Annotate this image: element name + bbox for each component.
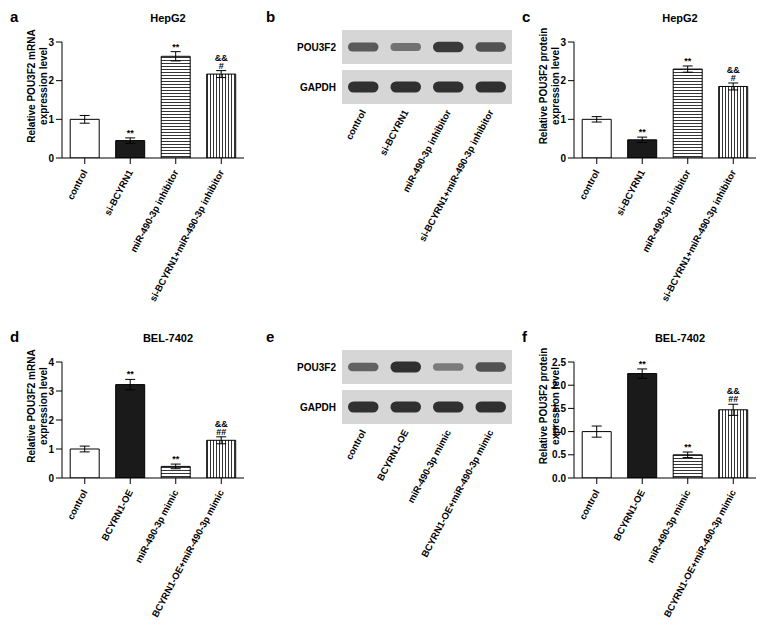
svg-text:**: ** bbox=[684, 56, 692, 66]
svg-text:BCYRN1-OE: BCYRN1-OE bbox=[375, 428, 411, 483]
svg-text:**: ** bbox=[172, 454, 180, 464]
svg-text:1: 1 bbox=[48, 444, 54, 455]
svg-text:**: ** bbox=[639, 127, 647, 137]
svg-text:si-BCYRN1: si-BCYRN1 bbox=[614, 167, 648, 217]
svg-text:0: 0 bbox=[48, 153, 54, 164]
svg-text:control: control bbox=[577, 488, 602, 522]
svg-text:0.5: 0.5 bbox=[552, 449, 566, 460]
svg-text:**: ** bbox=[172, 42, 180, 52]
svg-text:2.5: 2.5 bbox=[552, 357, 566, 368]
svg-text:**: ** bbox=[684, 442, 692, 452]
svg-text:BCYRN1-OE+miR-490-3p mimic: BCYRN1-OE+miR-490-3p mimic bbox=[149, 488, 226, 619]
svg-text:GAPDH: GAPDH bbox=[300, 82, 336, 93]
svg-text:&&: && bbox=[215, 419, 228, 429]
svg-text:miR-490-3p mimic: miR-490-3p mimic bbox=[133, 488, 181, 565]
svg-text:si-BCYRN1+miR-490-3p inhibitor: si-BCYRN1+miR-490-3p inhibitor bbox=[147, 168, 226, 304]
svg-text:2: 2 bbox=[48, 415, 54, 426]
svg-text:1.0: 1.0 bbox=[552, 426, 566, 437]
svg-text:control: control bbox=[65, 168, 90, 202]
svg-text:2: 2 bbox=[48, 75, 54, 86]
svg-text:control: control bbox=[343, 108, 368, 142]
svg-text:3: 3 bbox=[48, 37, 54, 48]
svg-text:**: ** bbox=[127, 369, 135, 379]
svg-text:0: 0 bbox=[560, 153, 566, 164]
svg-text:miR-490-3p mimic: miR-490-3p mimic bbox=[645, 488, 693, 565]
svg-text:&&: && bbox=[215, 53, 228, 63]
svg-text:si-BCYRN1: si-BCYRN1 bbox=[102, 167, 136, 217]
svg-text:&&: && bbox=[727, 65, 740, 75]
svg-text:0.0: 0.0 bbox=[552, 473, 566, 484]
svg-text:BCYRN1-OE: BCYRN1-OE bbox=[611, 488, 647, 543]
svg-text:4: 4 bbox=[48, 357, 54, 368]
svg-text:miR-490-3p inhibitor: miR-490-3p inhibitor bbox=[128, 168, 181, 255]
svg-text:control: control bbox=[343, 428, 368, 462]
svg-text:si-BCYRN1+miR-490-3p inhibitor: si-BCYRN1+miR-490-3p inhibitor bbox=[659, 168, 738, 304]
svg-text:1.5: 1.5 bbox=[552, 403, 566, 414]
svg-text:2: 2 bbox=[560, 75, 566, 86]
svg-text:control: control bbox=[577, 168, 602, 202]
svg-text:0: 0 bbox=[48, 473, 54, 484]
svg-text:BCYRN1-OE+miR-490-3p mimic: BCYRN1-OE+miR-490-3p mimic bbox=[661, 488, 738, 619]
svg-text:**: ** bbox=[127, 128, 135, 138]
svg-text:miR-490-3p inhibitor: miR-490-3p inhibitor bbox=[400, 108, 453, 195]
svg-text:POU3F2: POU3F2 bbox=[297, 42, 336, 53]
svg-text:BCYRN1-OE+miR-490-3p mimic: BCYRN1-OE+miR-490-3p mimic bbox=[419, 428, 496, 559]
svg-text:**: ** bbox=[639, 359, 647, 369]
svg-text:POU3F2: POU3F2 bbox=[297, 362, 336, 373]
svg-text:si-BCYRN1: si-BCYRN1 bbox=[377, 107, 411, 157]
svg-text:BCYRN1-OE: BCYRN1-OE bbox=[99, 488, 135, 543]
svg-text:1: 1 bbox=[560, 114, 566, 125]
svg-text:miR-490-3p mimic: miR-490-3p mimic bbox=[405, 428, 453, 505]
svg-text:2.0: 2.0 bbox=[552, 380, 566, 391]
svg-text:&&: && bbox=[727, 386, 740, 396]
svg-text:3: 3 bbox=[48, 386, 54, 397]
svg-text:miR-490-3p inhibitor: miR-490-3p inhibitor bbox=[640, 168, 693, 255]
svg-text:1: 1 bbox=[48, 114, 54, 125]
svg-text:3: 3 bbox=[560, 37, 566, 48]
svg-text:GAPDH: GAPDH bbox=[300, 402, 336, 413]
svg-text:si-BCYRN1+miR-490-3p inhibitor: si-BCYRN1+miR-490-3p inhibitor bbox=[417, 108, 496, 244]
svg-text:control: control bbox=[65, 488, 90, 522]
